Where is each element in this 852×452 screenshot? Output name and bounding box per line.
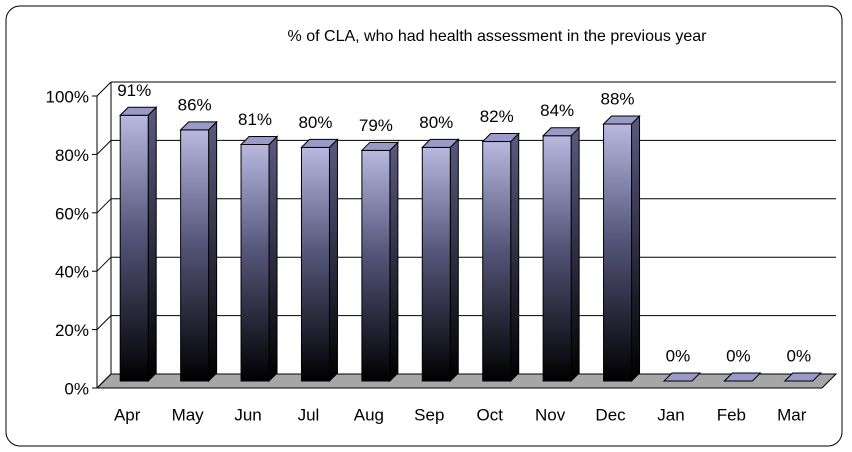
bar-front [482,141,512,382]
data-label: 81% [238,110,272,129]
x-tick-label: May [172,405,205,424]
x-tick-label: Mar [777,405,807,424]
x-tick-label: Aug [354,405,384,424]
y-tick-label: 60% [55,204,89,223]
bar [421,138,460,383]
x-tick-label: Apr [114,405,141,424]
bar [541,126,581,383]
bar-top [662,372,702,382]
bar-side [328,138,338,383]
data-label: 88% [601,90,635,109]
bar [481,132,520,383]
grid-line [96,81,112,97]
data-label: 91% [117,81,151,100]
bar-top [300,138,339,148]
grid-line [96,315,112,330]
data-label: 82% [480,107,514,126]
x-tick-label: Dec [595,405,626,424]
bar-side [208,120,218,383]
bar [239,135,279,383]
x-tick-label: Feb [717,405,746,424]
data-label: 80% [298,113,332,132]
bar-front [119,114,149,382]
data-label: 79% [359,116,393,135]
x-tick-label: Nov [535,405,566,424]
bar [119,106,158,383]
bar-top [541,127,581,137]
chart-title: % of CLA, who had health assessment in t… [288,28,708,45]
bar-side [147,106,157,383]
bar-top [723,372,762,382]
x-tick-label: Jul [298,405,320,424]
bar-side [449,138,459,383]
bar-front [240,143,270,382]
y-tick-label: 100% [46,87,89,106]
bar-front [603,123,633,382]
bar [662,372,702,382]
data-label: 0% [726,346,751,365]
bar-top [179,121,218,131]
bar-side [631,114,641,383]
bar-top [421,138,460,148]
data-label: 0% [666,346,691,365]
data-label: 84% [540,101,574,120]
x-tick-label: Jun [234,405,261,424]
bar-side [570,126,580,383]
x-tick-label: Oct [476,405,503,424]
data-label: 80% [419,113,453,132]
bar [602,114,641,383]
y-tick-label: 0% [64,379,89,398]
data-label: 0% [787,346,812,365]
x-tick-label: Sep [414,405,444,424]
grid-line [96,373,112,389]
bar-top [783,372,822,382]
x-tick-label: Jan [657,405,684,424]
bar [300,138,339,383]
y-tick-label: 40% [55,263,89,282]
bar [723,372,762,382]
bar [179,120,218,383]
bar-front [542,135,572,382]
bar-front [361,149,391,382]
data-label: 86% [178,95,212,114]
bar-front [300,146,330,382]
grid-line [96,256,112,272]
bar-top [239,135,279,145]
bar-front [180,129,210,382]
bar-top [481,133,520,143]
bar [783,372,822,382]
bar-top [602,115,641,125]
bar-front [421,146,451,382]
bar-top [360,141,400,151]
grid-line [96,140,112,155]
bar [360,141,400,383]
bar-side [268,135,278,383]
bar-top [119,106,158,116]
grid-line [96,198,112,214]
y-tick-label: 20% [55,321,89,340]
y-tick-label: 80% [55,146,89,165]
bar-side [510,132,520,383]
bar-side [389,141,399,383]
